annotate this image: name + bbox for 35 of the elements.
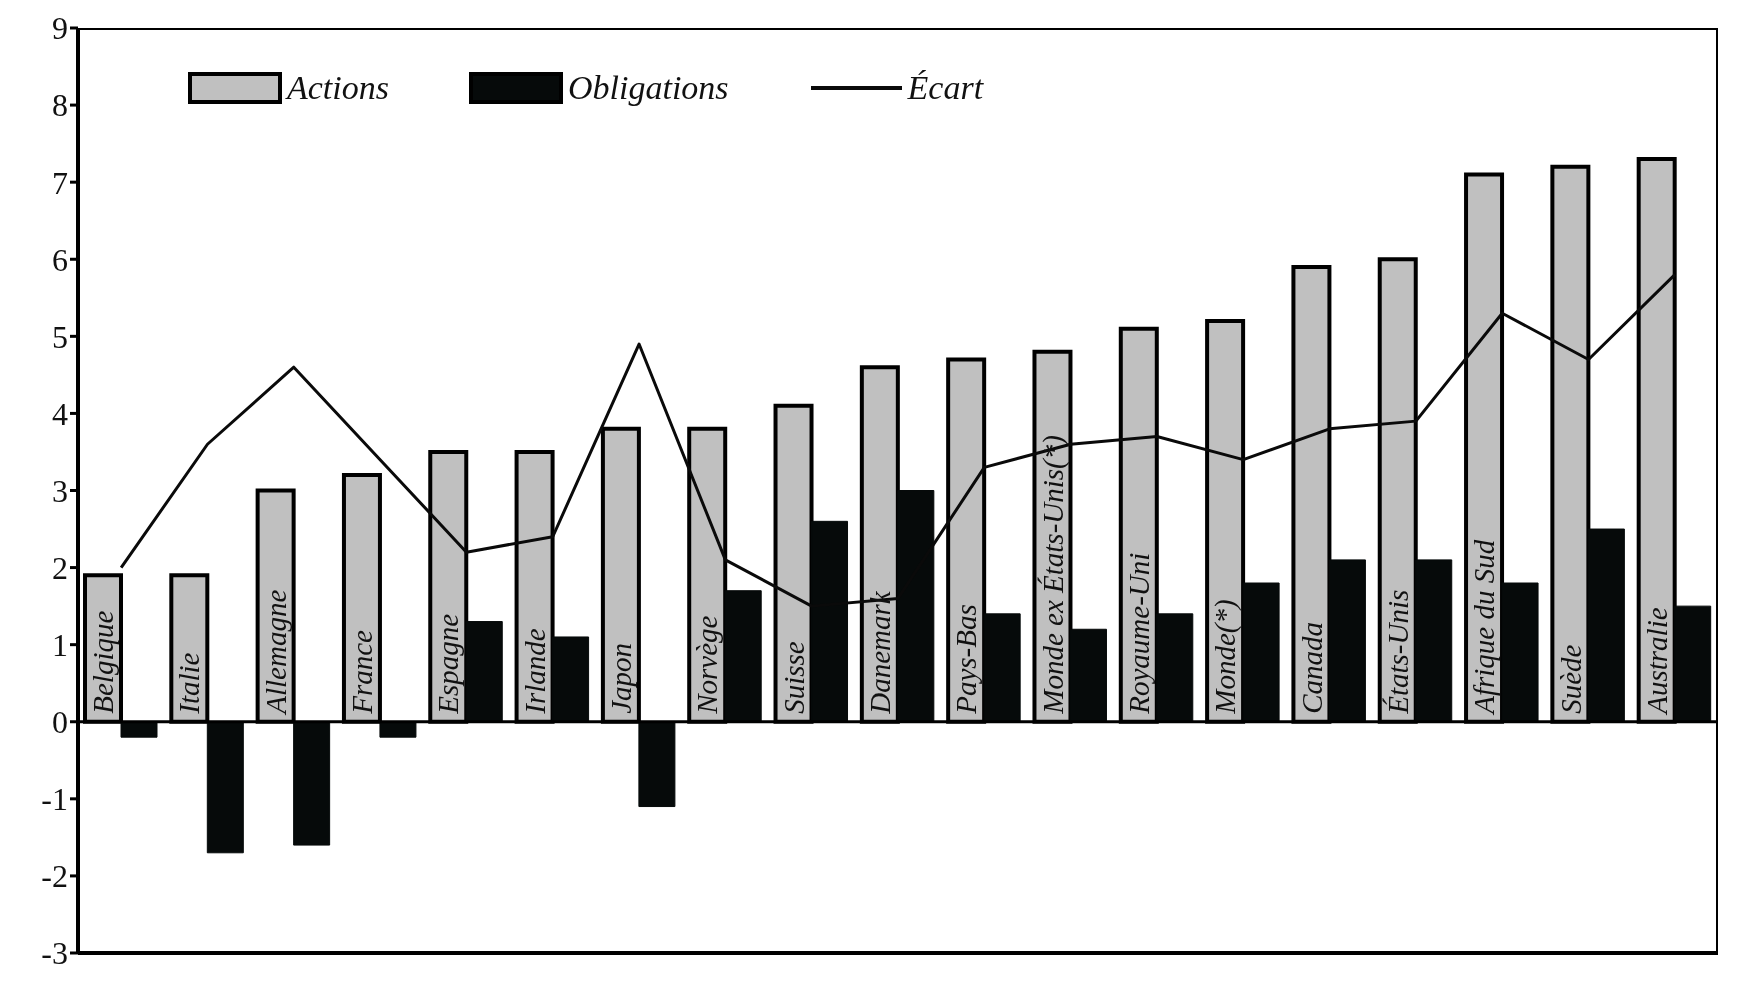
x-tick-label: Monde(*) [1209, 599, 1243, 715]
x-tick-label: Monde ex États-Unis(*) [1036, 435, 1070, 715]
y-tick-label: 1 [52, 627, 68, 664]
y-tick-label: 5 [52, 318, 68, 355]
x-tick-label: France [346, 629, 379, 715]
x-tick-label: États-Unis [1381, 589, 1414, 715]
y-tick-label: -3 [41, 935, 68, 972]
y-tick-label: -1 [41, 781, 68, 818]
y-tick-label: 3 [52, 472, 68, 509]
legend-label: Obligations [567, 69, 729, 107]
x-tick-label: Belgique [87, 610, 120, 714]
y-tick-label: 7 [52, 164, 68, 201]
x-tick-label: Canada [1295, 621, 1328, 714]
x-tick-label: Afrique du Sud [1468, 539, 1501, 716]
x-tick-label: Allemagne [259, 589, 292, 716]
y-tick-label: 6 [52, 241, 68, 278]
x-tick-label: Japon [605, 642, 638, 714]
legend-label: Actions [287, 69, 389, 107]
x-tick-label: Italie [173, 652, 206, 715]
y-tick-label: 8 [52, 87, 68, 124]
x-tick-label: Pays-Bas [950, 604, 983, 715]
x-tick-label: Irlande [518, 628, 551, 715]
y-tick-label: 2 [52, 549, 68, 586]
y-tick-label: 4 [52, 395, 68, 432]
x-tick-label: Norvège [691, 615, 724, 715]
x-tick-label: Australie [1640, 607, 1673, 716]
y-tick-label: -2 [41, 858, 68, 895]
y-tick-label: 0 [52, 704, 68, 741]
x-tick-label: Danemark [864, 590, 896, 715]
x-tick-label: Espagne [432, 613, 465, 715]
x-tick-label: Royaume-Uni [1122, 552, 1155, 715]
x-tick-label: Suède [1554, 644, 1587, 714]
legend-label: Écart [907, 69, 984, 107]
x-tick-label: Suisse [777, 641, 810, 714]
y-tick-label: 9 [52, 10, 68, 47]
